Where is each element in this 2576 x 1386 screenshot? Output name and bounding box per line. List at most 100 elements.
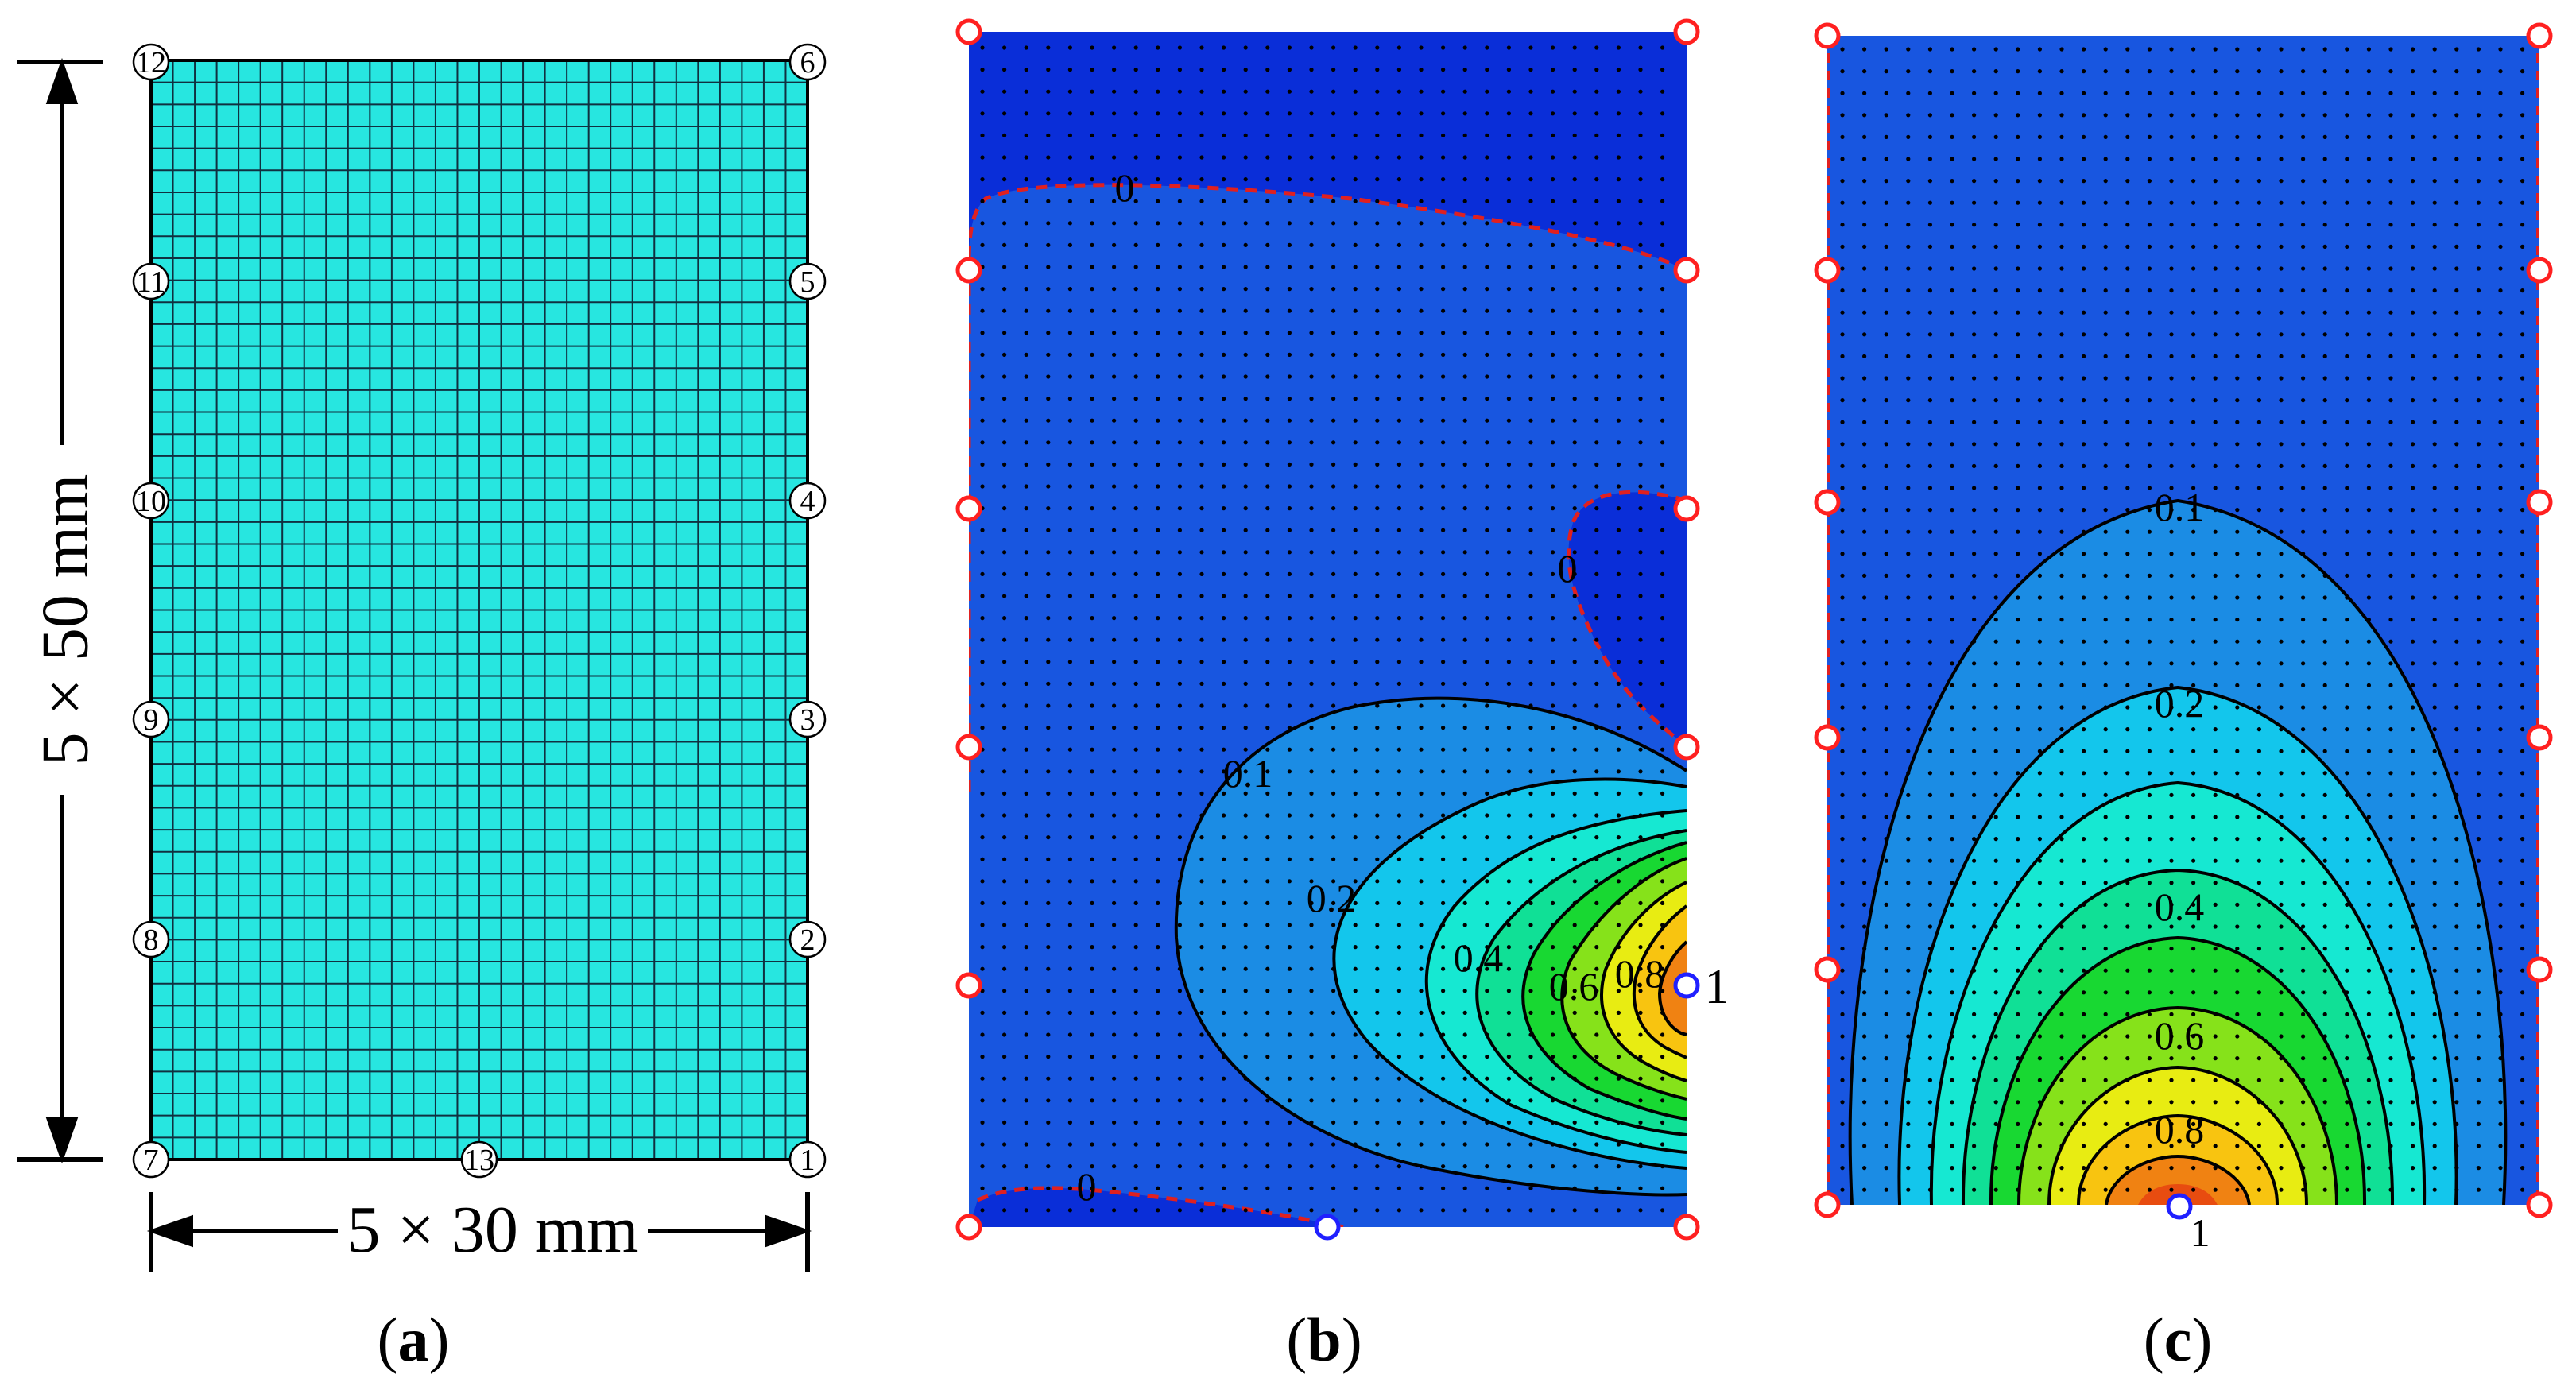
grid-dot — [2411, 288, 2415, 293]
node-circle — [788, 262, 827, 300]
grid-dot — [1090, 571, 1094, 577]
grid-dot — [1419, 857, 1424, 861]
grid-dot — [1528, 703, 1533, 708]
grid-dot — [1594, 418, 1599, 423]
grid-dot — [980, 155, 985, 160]
grid-dot — [1572, 637, 1577, 642]
grid-dot — [2498, 486, 2503, 490]
grid-dot — [2520, 463, 2525, 469]
grid-dot — [1396, 133, 1401, 137]
grid-dot — [1906, 749, 1911, 753]
grid-dot — [2411, 552, 2415, 556]
grid-dot — [2059, 683, 2064, 688]
grid-dot — [2125, 354, 2130, 358]
grid-dot — [2213, 354, 2218, 358]
grid-dot — [1112, 111, 1117, 116]
mesh-node-marker: 10 — [132, 482, 170, 520]
grid-dot — [2191, 881, 2196, 885]
grid-dot — [2169, 749, 2174, 753]
grid-dot — [1862, 508, 1867, 513]
grid-dot — [2059, 1078, 2064, 1082]
grid-dot — [2454, 1121, 2459, 1126]
grid-dot — [2082, 1034, 2086, 1039]
grid-dot — [1396, 703, 1401, 708]
grid-dot — [1551, 155, 1555, 160]
grid-dot — [2059, 486, 2064, 490]
grid-dot — [2059, 552, 2064, 556]
grid-dot — [1067, 1076, 1072, 1081]
grid-dot — [1972, 332, 1977, 337]
grid-dot — [1660, 594, 1665, 598]
grid-dot — [2498, 200, 2503, 205]
grid-dot — [2169, 508, 2174, 513]
grid-dot — [2301, 1100, 2306, 1105]
grid-dot — [1485, 462, 1489, 467]
grid-dot — [1906, 288, 1911, 293]
grid-dot — [2235, 661, 2240, 666]
grid-dot — [2411, 398, 2415, 403]
grid-dot — [2016, 529, 2020, 534]
grid-dot — [2411, 1056, 2415, 1061]
grid-dot — [1222, 440, 1226, 445]
grid-dot — [2059, 727, 2064, 732]
grid-dot — [1594, 571, 1599, 577]
grid-dot — [1309, 397, 1314, 401]
grid-dot — [2279, 47, 2284, 52]
grid-dot — [1090, 155, 1094, 160]
grid-dot — [1840, 1078, 1845, 1082]
grid-dot — [1506, 616, 1511, 621]
grid-dot — [1906, 815, 1911, 819]
grid-dot — [1927, 442, 1932, 447]
grid-dot — [2279, 858, 2284, 863]
grid-dot — [2082, 1144, 2086, 1148]
grid-dot — [1156, 1010, 1160, 1015]
grid-dot — [2191, 420, 2196, 424]
grid-dot — [2366, 134, 2371, 139]
grid-dot — [2366, 749, 2371, 753]
grid-dot — [2454, 924, 2459, 929]
grid-dot — [1331, 879, 1336, 884]
grid-dot — [2279, 288, 2284, 293]
grid-dot — [1331, 923, 1336, 927]
grid-dot — [2411, 1012, 2415, 1016]
grid-dot — [1950, 968, 1954, 973]
grid-dot — [2498, 727, 2503, 732]
grid-dot — [1638, 374, 1643, 379]
grid-dot — [1396, 616, 1401, 621]
grid-dot — [2454, 1078, 2459, 1082]
grid-dot — [1506, 1120, 1511, 1125]
grid-dot — [1906, 529, 1911, 534]
grid-dot — [1287, 1076, 1292, 1081]
grid-dot — [1067, 133, 1072, 137]
grid-dot — [1993, 157, 1998, 161]
grid-dot — [1862, 552, 1867, 556]
grid-dot — [1156, 835, 1160, 840]
grid-dot — [1485, 177, 1489, 182]
grid-dot — [2345, 69, 2349, 74]
grid-dot — [1906, 420, 1911, 424]
grid-dot — [2322, 332, 2327, 337]
grid-dot — [1993, 1056, 1998, 1061]
grid-dot — [1551, 945, 1555, 950]
grid-dot — [2213, 683, 2218, 688]
grid-dot — [1462, 484, 1467, 489]
grid-dot — [2256, 1144, 2261, 1148]
grid-dot — [2279, 595, 2284, 600]
grid-dot — [1572, 308, 1577, 313]
grid-dot — [1551, 813, 1555, 818]
grid-dot — [1862, 69, 1867, 74]
grid-dot — [2279, 91, 2284, 95]
grid-dot — [2191, 529, 2196, 534]
grid-dot — [1177, 177, 1182, 182]
grid-dot — [2411, 1187, 2415, 1192]
grid-dot — [2345, 727, 2349, 732]
grid-dot — [1331, 900, 1336, 905]
grid-dot — [1660, 945, 1665, 950]
grid-dot — [1156, 900, 1160, 905]
grid-dot — [1067, 308, 1072, 313]
grid-dot — [2345, 815, 2349, 819]
grid-dot — [2059, 266, 2064, 271]
grid-dot — [2169, 442, 2174, 447]
grid-dot — [2016, 288, 2020, 293]
grid-dot — [1572, 857, 1577, 861]
